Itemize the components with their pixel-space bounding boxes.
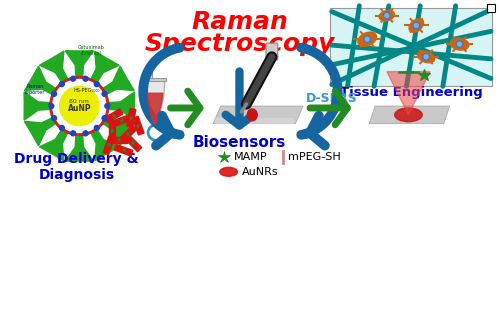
Polygon shape xyxy=(127,109,136,127)
Polygon shape xyxy=(144,72,152,78)
Ellipse shape xyxy=(358,32,376,46)
Text: (Erbitux): (Erbitux) xyxy=(80,51,102,56)
Circle shape xyxy=(456,41,463,47)
Text: Drug Delivery &
Diagnosis: Drug Delivery & Diagnosis xyxy=(14,152,138,182)
Circle shape xyxy=(60,82,64,86)
Polygon shape xyxy=(145,82,165,126)
Circle shape xyxy=(414,23,418,27)
Circle shape xyxy=(105,104,110,109)
Ellipse shape xyxy=(409,19,424,32)
Text: Tissue Engineering: Tissue Engineering xyxy=(340,86,483,99)
Polygon shape xyxy=(90,128,119,161)
Text: 80 nm: 80 nm xyxy=(70,98,89,104)
Polygon shape xyxy=(102,66,134,95)
Text: mPEG-SH: mPEG-SH xyxy=(288,152,341,162)
Polygon shape xyxy=(65,51,94,79)
FancyBboxPatch shape xyxy=(266,43,278,60)
Text: Cetuximab: Cetuximab xyxy=(78,45,104,50)
Polygon shape xyxy=(147,93,163,125)
Circle shape xyxy=(424,55,428,59)
Polygon shape xyxy=(40,51,68,84)
Circle shape xyxy=(83,131,88,136)
Polygon shape xyxy=(104,109,123,123)
Circle shape xyxy=(70,131,76,136)
Circle shape xyxy=(52,116,57,121)
Polygon shape xyxy=(110,137,128,143)
Text: Spectroscopy: Spectroscopy xyxy=(144,32,334,56)
Polygon shape xyxy=(90,51,119,84)
Text: D-SERS: D-SERS xyxy=(306,92,358,105)
FancyBboxPatch shape xyxy=(487,4,495,12)
Circle shape xyxy=(53,80,106,133)
Circle shape xyxy=(458,42,462,46)
Text: Raman
reporter: Raman reporter xyxy=(25,84,46,95)
Polygon shape xyxy=(103,136,115,155)
Ellipse shape xyxy=(394,108,422,122)
Circle shape xyxy=(50,76,109,136)
Circle shape xyxy=(70,76,76,81)
Polygon shape xyxy=(24,66,58,95)
Polygon shape xyxy=(125,135,142,152)
Text: HS-PEG₅₀₀₀: HS-PEG₅₀₀₀ xyxy=(74,88,101,93)
Ellipse shape xyxy=(418,51,434,63)
Circle shape xyxy=(83,76,88,81)
Ellipse shape xyxy=(248,109,257,121)
Circle shape xyxy=(413,22,420,29)
Polygon shape xyxy=(114,144,133,156)
Text: MAMP: MAMP xyxy=(234,152,267,162)
Circle shape xyxy=(384,12,390,19)
Circle shape xyxy=(49,104,54,109)
Circle shape xyxy=(60,86,99,126)
Polygon shape xyxy=(24,117,58,146)
FancyBboxPatch shape xyxy=(330,8,492,86)
Polygon shape xyxy=(369,106,450,124)
Polygon shape xyxy=(144,78,166,82)
Circle shape xyxy=(364,36,370,43)
Polygon shape xyxy=(106,92,134,120)
Circle shape xyxy=(60,125,64,130)
Polygon shape xyxy=(102,117,134,146)
Ellipse shape xyxy=(450,38,469,50)
Ellipse shape xyxy=(220,167,238,176)
Polygon shape xyxy=(109,122,114,139)
Polygon shape xyxy=(215,118,294,123)
Polygon shape xyxy=(213,106,304,124)
Text: AuNRs: AuNRs xyxy=(242,167,278,177)
Polygon shape xyxy=(112,115,131,126)
Polygon shape xyxy=(120,125,137,142)
Ellipse shape xyxy=(379,10,394,21)
Text: Biosensors: Biosensors xyxy=(193,135,286,150)
Circle shape xyxy=(365,37,369,41)
Circle shape xyxy=(102,91,107,96)
Circle shape xyxy=(52,91,57,96)
Circle shape xyxy=(102,116,107,121)
Text: Raman: Raman xyxy=(191,10,288,34)
Circle shape xyxy=(422,53,430,60)
Circle shape xyxy=(94,82,99,86)
Polygon shape xyxy=(40,128,68,161)
Polygon shape xyxy=(65,133,94,161)
Polygon shape xyxy=(387,72,430,115)
Circle shape xyxy=(385,14,389,18)
Text: AuNP: AuNP xyxy=(68,104,91,113)
Polygon shape xyxy=(132,116,144,135)
Circle shape xyxy=(94,125,99,130)
Polygon shape xyxy=(24,92,52,120)
